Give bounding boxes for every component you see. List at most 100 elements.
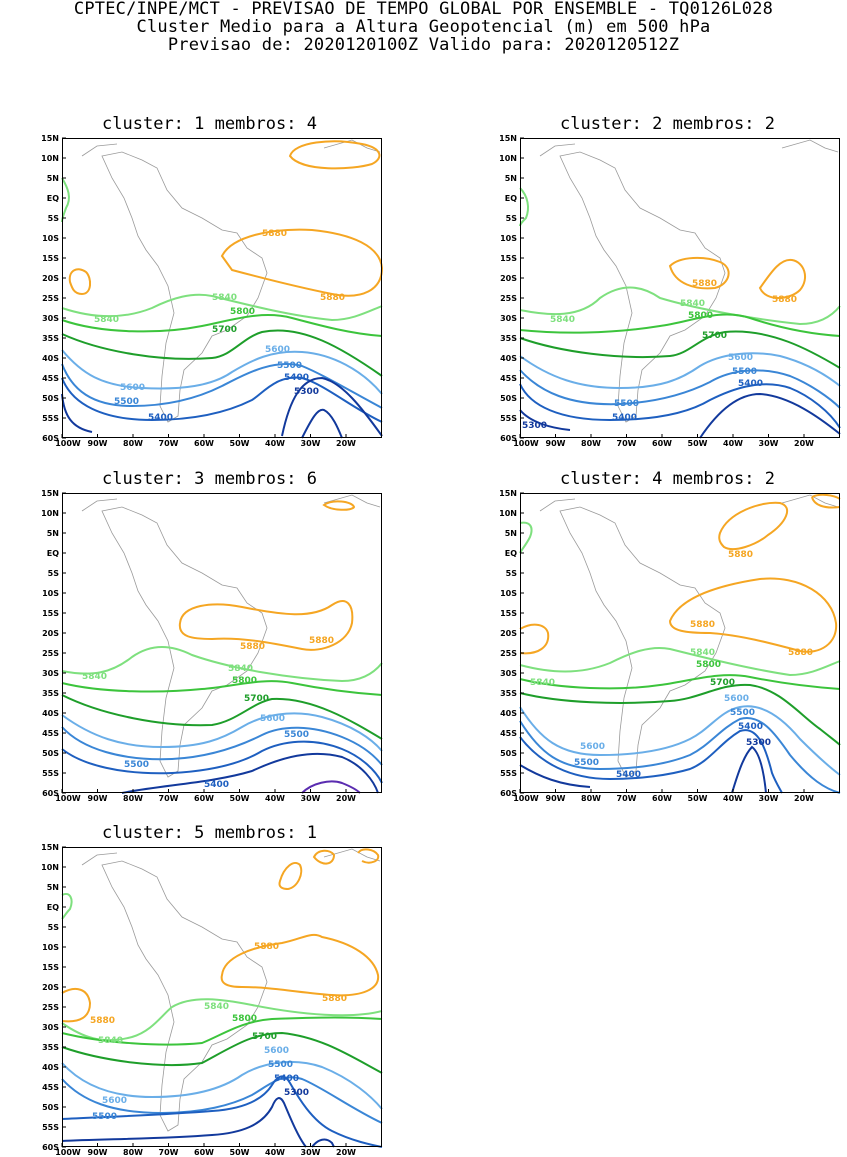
lon-tick-label: 40W bbox=[265, 439, 285, 448]
lat-tick-label: 5N bbox=[505, 174, 517, 183]
lat-tick-label: EQ bbox=[505, 549, 517, 558]
contour-label-5700: 5700 bbox=[710, 678, 735, 688]
lat-tick-label: 15S bbox=[500, 609, 517, 618]
contour-label-5600: 5600 bbox=[102, 1096, 127, 1106]
lat-tick-label: 10N bbox=[41, 863, 59, 872]
contour-labels: 5880 5880 5880 5840 5840 5800 5700 5600 … bbox=[530, 550, 813, 780]
lat-tick-label: 50S bbox=[500, 394, 517, 403]
lat-tick-label: 40S bbox=[42, 1063, 59, 1072]
contour-label-5700: 5700 bbox=[252, 1032, 277, 1042]
contour-label-5500: 5500 bbox=[114, 397, 139, 407]
lon-tick-label: 50W bbox=[230, 439, 250, 448]
lon-tick-label: 20W bbox=[336, 794, 356, 803]
lat-tick-label: 10S bbox=[500, 234, 517, 243]
lat-tick-label: 5N bbox=[47, 883, 59, 892]
lon-tick-label: 90W bbox=[88, 439, 108, 448]
map-frame: 5880 5880 5840 5840 5800 5700 5600 5500 … bbox=[499, 134, 841, 448]
lat-tick-label: 35S bbox=[500, 334, 517, 343]
contour-label-5880: 5880 bbox=[322, 994, 347, 1004]
contour-label-5600: 5600 bbox=[580, 742, 605, 752]
contour-label-5880: 5880 bbox=[772, 295, 797, 305]
lat-tick-label: 5S bbox=[48, 214, 60, 223]
panel-cluster-1: cluster: 1 membros: 4 5880 5880 5840 584… bbox=[30, 114, 410, 448]
contour-label-5500: 5500 bbox=[277, 361, 302, 371]
contour-label-5300: 5300 bbox=[294, 387, 319, 397]
lat-tick-label: 60S bbox=[42, 434, 59, 443]
contour-label-5880: 5880 bbox=[690, 620, 715, 630]
coastline bbox=[539, 494, 839, 778]
lon-tick-label: 50W bbox=[688, 439, 708, 448]
lon-tick-label: 70W bbox=[159, 1148, 179, 1157]
panel-cluster-3: cluster: 3 membros: 6 5880 5880 5840 584… bbox=[30, 469, 410, 803]
contour-label-5840: 5840 bbox=[94, 315, 119, 325]
panel-title: cluster: 2 membros: 2 bbox=[560, 114, 775, 134]
lat-tick-label: 50S bbox=[42, 1103, 59, 1112]
lon-tick-label: 80W bbox=[581, 439, 601, 448]
lat-tick-label: 5S bbox=[506, 569, 518, 578]
lon-tick-label: 60W bbox=[194, 1148, 214, 1157]
contour-label-5500: 5500 bbox=[732, 367, 757, 377]
lat-tick-label: 55S bbox=[42, 1123, 59, 1132]
contour-lines bbox=[61, 848, 383, 1148]
lon-tick-label: 50W bbox=[688, 794, 708, 803]
lat-tick-label: 10N bbox=[499, 509, 517, 518]
lat-tick-label: 45S bbox=[500, 374, 517, 383]
contour-labels: 5880 5880 5840 5840 5800 5700 5600 5600 … bbox=[94, 229, 345, 423]
lat-tick-label: 10N bbox=[41, 509, 59, 518]
lat-tick-label: 35S bbox=[500, 689, 517, 698]
lat-tick-label: 5S bbox=[48, 923, 60, 932]
lon-tick-label: 30W bbox=[759, 794, 779, 803]
lon-tick-label: 40W bbox=[265, 1148, 285, 1157]
lat-tick-label: 15S bbox=[500, 254, 517, 263]
lon-tick-label: 40W bbox=[265, 794, 285, 803]
contour-label-5400: 5400 bbox=[612, 413, 637, 423]
lat-tick-label: 55S bbox=[500, 414, 517, 423]
lon-tick-label: 100W bbox=[55, 794, 81, 803]
coastline bbox=[81, 848, 381, 1132]
lat-tick-label: 40S bbox=[42, 354, 59, 363]
lat-tick-label: 20S bbox=[42, 983, 59, 992]
lat-tick-label: EQ bbox=[47, 549, 59, 558]
lat-tick-label: 25S bbox=[42, 1003, 59, 1012]
lat-tick-label: 30S bbox=[42, 1023, 59, 1032]
contour-label-5400: 5400 bbox=[284, 373, 309, 383]
lat-tick-label: 45S bbox=[42, 1083, 59, 1092]
lat-tick-label: 15S bbox=[42, 609, 59, 618]
contour-lines bbox=[61, 500, 383, 794]
contour-label-5500: 5500 bbox=[268, 1060, 293, 1070]
contour-label-5300: 5300 bbox=[522, 421, 547, 431]
lon-tick-label: 70W bbox=[617, 794, 637, 803]
lat-tick-label: 10N bbox=[499, 154, 517, 163]
lon-tick-label: 20W bbox=[336, 439, 356, 448]
contour-label-5700: 5700 bbox=[212, 325, 237, 335]
lat-tick-label: 10N bbox=[41, 154, 59, 163]
contour-label-5600: 5600 bbox=[120, 383, 145, 393]
panel-title: cluster: 1 membros: 4 bbox=[102, 114, 317, 134]
lat-tick-label: 25S bbox=[42, 649, 59, 658]
lon-tick-label: 80W bbox=[123, 1148, 143, 1157]
contour-label-5700: 5700 bbox=[244, 694, 269, 704]
lon-tick-label: 70W bbox=[159, 439, 179, 448]
lon-tick-label: 100W bbox=[55, 1148, 81, 1157]
lat-tick-label: 55S bbox=[42, 769, 59, 778]
contour-label-5500: 5500 bbox=[614, 399, 639, 409]
panel-title: cluster: 5 membros: 1 bbox=[102, 823, 317, 843]
panel-cluster-2: cluster: 2 membros: 2 5880 5880 5840 584… bbox=[488, 114, 847, 448]
lat-tick-label: 25S bbox=[500, 649, 517, 658]
lat-tick-label: 35S bbox=[42, 689, 59, 698]
lat-tick-label: EQ bbox=[505, 194, 517, 203]
map-frame: 5880 5880 5840 5840 5800 5700 5600 5500 … bbox=[41, 489, 383, 803]
lat-tick-label: 30S bbox=[42, 669, 59, 678]
lat-tick-label: 20S bbox=[500, 274, 517, 283]
lat-tick-label: 40S bbox=[42, 709, 59, 718]
lat-tick-label: EQ bbox=[47, 903, 59, 912]
contour-label-5600: 5600 bbox=[260, 714, 285, 724]
panel-title: cluster: 3 membros: 6 bbox=[102, 469, 317, 489]
contour-label-5400: 5400 bbox=[148, 413, 173, 423]
lon-tick-label: 100W bbox=[513, 439, 539, 448]
lat-axis: 15N 10N 5N EQ 5S 10S 15S 20S 25S 30S 35S 40S 45S 50S 5… bbox=[499, 489, 524, 798]
lat-tick-label: 45S bbox=[500, 729, 517, 738]
contour-label-5880: 5880 bbox=[728, 550, 753, 560]
contour-label-5600: 5600 bbox=[724, 694, 749, 704]
map-border bbox=[62, 138, 382, 438]
